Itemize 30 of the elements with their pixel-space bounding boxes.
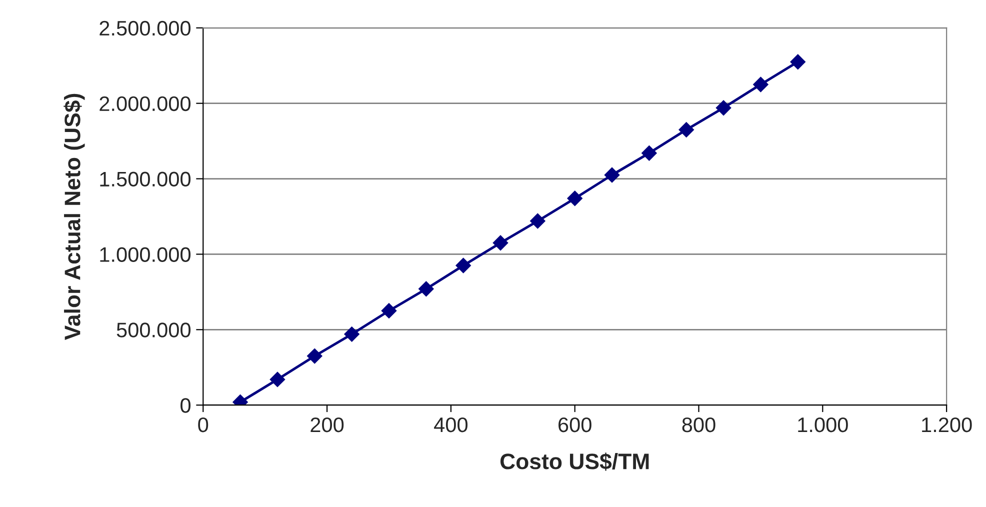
x-tick-label: 1.200: [922, 417, 972, 432]
x-tick-label: 800: [682, 417, 716, 432]
point: [381, 302, 397, 319]
x-axis-title: Costo US$/TM: [500, 452, 649, 471]
point: [678, 122, 694, 138]
point: [306, 348, 322, 364]
point: [641, 145, 658, 161]
point: [604, 167, 620, 183]
point: [418, 281, 434, 297]
point: [790, 54, 806, 70]
y-tick-label: 2.000.000: [100, 96, 191, 112]
y-tick-label: 2.500.000: [100, 20, 191, 36]
x-tick-label: 1.000: [798, 417, 848, 432]
x-tick-label: 0: [198, 417, 208, 432]
x-tick-label: 400: [434, 417, 468, 432]
y-tick-label: 500.000: [116, 322, 191, 338]
point: [492, 235, 508, 251]
y-tick-label: 1.500.000: [100, 172, 191, 187]
point: [270, 372, 286, 388]
point: [530, 213, 546, 229]
point: [716, 100, 732, 116]
x-tick-label: 200: [310, 417, 344, 432]
y-tick-label: 1.000.000: [100, 247, 191, 262]
point: [455, 258, 472, 274]
x-tick-label: 600: [558, 417, 592, 432]
point: [752, 76, 769, 92]
point: [344, 326, 360, 342]
point: [566, 190, 583, 206]
y-axis-title: Valor Actual Neto (US$): [64, 94, 85, 340]
y-tick-label: 0: [180, 398, 190, 413]
